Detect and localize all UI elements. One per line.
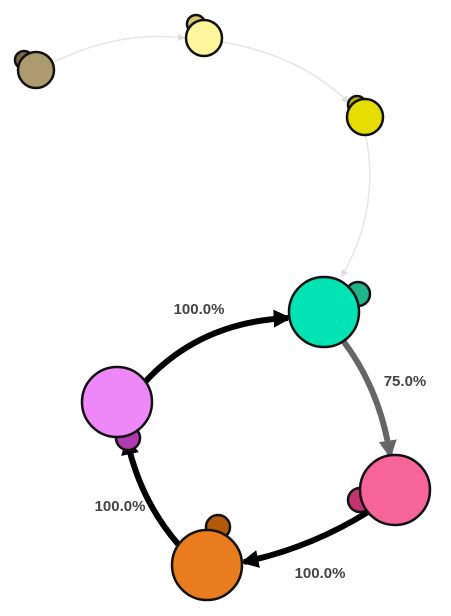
node (170, 528, 244, 602)
edge (341, 135, 371, 278)
node (16, 50, 56, 90)
edge-label: 100.0% (95, 498, 146, 515)
strong-edges (121, 309, 397, 568)
edge (53, 33, 186, 63)
edge-label: 100.0% (295, 565, 346, 582)
node (358, 453, 432, 527)
edge-label: 100.0% (174, 301, 225, 318)
node (345, 97, 385, 137)
node (80, 365, 154, 439)
edge (341, 340, 397, 459)
edge (240, 509, 370, 568)
edge-label: 75.0% (384, 373, 427, 390)
edge (142, 309, 292, 385)
edge (121, 436, 181, 546)
node (287, 275, 361, 349)
edge (221, 41, 350, 104)
node (184, 18, 224, 58)
faint-edges (53, 33, 371, 278)
nodes (13, 13, 432, 602)
